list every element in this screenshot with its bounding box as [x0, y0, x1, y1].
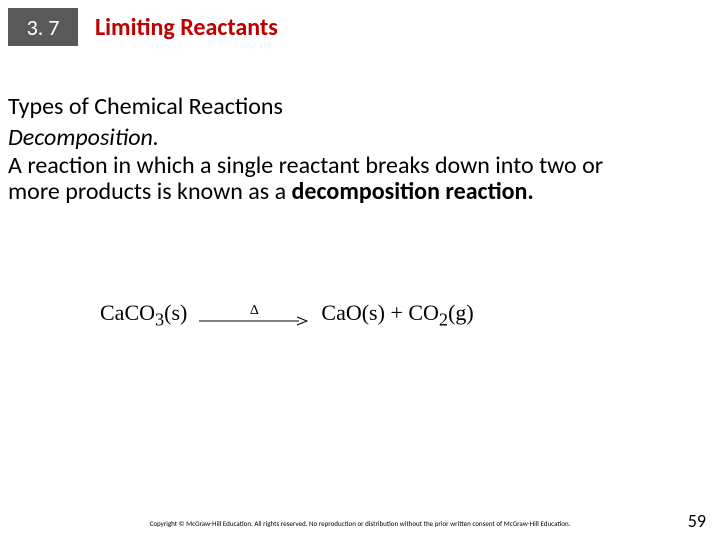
eq-rhs2-sub: 2 [439, 309, 448, 329]
paragraph-line2-pre: more products is known as a [8, 177, 292, 206]
eq-arrow: Δ [199, 304, 309, 326]
eq-rhs2-state: (g) [448, 300, 474, 325]
arrow-icon [199, 316, 309, 326]
section-title: Limiting Reactants [95, 8, 278, 46]
body-content: Types of Chemical Reactions Decompositio… [8, 92, 712, 206]
eq-lhs: CaCO3(s) [100, 300, 187, 330]
content-paragraph: A reaction in which a single reactant br… [8, 153, 712, 206]
eq-rhs: CaO(s) + CO2(g) [321, 300, 473, 330]
eq-plus: + [385, 300, 408, 325]
eq-rhs1: CaO(s) [321, 300, 385, 325]
eq-lhs-state: (s) [164, 300, 187, 325]
copyright-text: Copyright © McGraw-Hill Education. All r… [0, 519, 720, 528]
paragraph-bold-term: decomposition reaction. [292, 177, 534, 206]
chemical-equation: CaCO3(s) Δ CaO(s) + CO2(g) [100, 300, 474, 330]
paragraph-line1: A reaction in which a single reactant br… [8, 151, 603, 180]
section-number-badge: 3. 7 [8, 8, 78, 46]
content-subheading: Decomposition. [8, 123, 712, 152]
eq-lhs-sub: 3 [155, 309, 164, 329]
eq-lhs-formula: CaCO [100, 300, 155, 325]
section-number-text: 3. 7 [27, 14, 60, 41]
slide: 3. 7 Limiting Reactants Types of Chemica… [0, 0, 720, 540]
page-number: 59 [688, 510, 706, 532]
content-heading: Types of Chemical Reactions [8, 92, 712, 121]
eq-rhs2: CO [408, 300, 439, 325]
